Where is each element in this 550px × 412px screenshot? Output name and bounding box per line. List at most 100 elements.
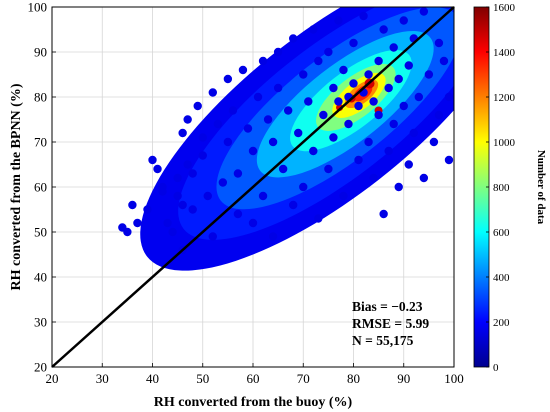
x-tick-label: 40 (146, 371, 159, 386)
y-tick-label: 60 (34, 180, 47, 195)
data-point (379, 25, 388, 34)
data-point (294, 128, 303, 138)
colorbar-tick-label: 1000 (493, 137, 516, 149)
data-point (148, 155, 157, 165)
data-point (188, 205, 197, 214)
data-point (314, 56, 323, 66)
data-point (143, 205, 152, 214)
data-point (419, 173, 429, 183)
data-point (424, 70, 434, 79)
data-point (183, 160, 192, 169)
data-point (339, 65, 348, 75)
data-point (444, 92, 454, 102)
x-axis-ticks: 20 30 40 50 60 70 80 90 100 (46, 363, 464, 386)
data-point (354, 155, 363, 165)
data-point (364, 137, 373, 147)
data-point (178, 128, 187, 138)
y-tick-label: 30 (34, 315, 47, 330)
data-point (133, 218, 142, 228)
data-point (369, 97, 378, 106)
data-point (173, 173, 182, 183)
y-tick-label: 100 (28, 0, 48, 15)
data-point (419, 7, 429, 16)
data-point (193, 101, 202, 111)
data-point (394, 182, 403, 192)
colorbar-label: Number of data (535, 150, 547, 225)
data-point (153, 164, 162, 174)
data-point (283, 106, 293, 115)
stats-annotation: Bias = −0.23 RMSE = 5.99 N = 55,175 (352, 299, 429, 348)
data-point (273, 83, 283, 93)
scatter-points (118, 7, 454, 255)
x-tick-label: 20 (46, 371, 59, 386)
y-tick-label: 70 (34, 135, 47, 150)
data-point (173, 191, 182, 201)
data-point (399, 101, 408, 111)
data-point (394, 74, 403, 84)
data-point (369, 173, 378, 183)
data-point (203, 191, 212, 201)
data-point (359, 11, 368, 21)
data-point (344, 119, 353, 129)
data-point (188, 169, 197, 178)
data-point (339, 191, 348, 201)
data-point (384, 146, 393, 156)
data-point (444, 155, 454, 165)
colorbar-tick-label: 1600 (493, 2, 516, 14)
data-point (178, 200, 187, 210)
one-to-one-line (51, 6, 455, 368)
data-point (379, 209, 388, 219)
x-tick-label: 50 (196, 371, 209, 386)
data-point (354, 101, 363, 111)
data-point (289, 34, 298, 43)
y-tick-label: 90 (34, 45, 47, 60)
data-point (278, 164, 288, 174)
data-point (319, 110, 328, 120)
data-point (273, 47, 283, 57)
data-point (128, 200, 137, 210)
data-point (324, 47, 333, 57)
x-axis-label: RH converted from the buoy (%) (154, 395, 353, 410)
data-point (439, 56, 449, 66)
x-tick-label: 80 (347, 371, 360, 386)
data-point (123, 227, 132, 237)
data-point (243, 124, 253, 133)
data-point (263, 115, 273, 124)
bias-annotation: Bias = −0.23 (352, 299, 423, 314)
data-point (213, 119, 223, 129)
x-tick-label: 90 (397, 371, 410, 386)
data-point (198, 133, 207, 142)
data-point (248, 146, 258, 156)
data-point (223, 74, 233, 84)
data-point (349, 38, 358, 48)
data-point (384, 83, 393, 93)
x-tick-label: 30 (96, 371, 109, 386)
y-tick-label: 80 (34, 90, 47, 105)
data-point (304, 97, 313, 106)
data-point (374, 56, 383, 66)
data-point (329, 133, 338, 142)
data-point (218, 178, 228, 187)
y-tick-label: 50 (34, 225, 47, 240)
colorbar-tick-label: 0 (493, 362, 499, 374)
data-point (248, 218, 258, 228)
data-point (349, 79, 358, 88)
data-point (268, 137, 278, 147)
data-point (324, 164, 333, 174)
data-point (364, 70, 373, 79)
x-tick-label: 60 (247, 371, 260, 386)
data-point (228, 106, 238, 115)
colorbar-tick-label: 200 (493, 317, 510, 329)
data-point (268, 232, 278, 241)
colorbar-tick-label: 1200 (493, 92, 516, 104)
data-point (208, 88, 217, 97)
data-point (374, 110, 383, 120)
data-point (334, 97, 343, 106)
data-point (258, 191, 268, 201)
data-point (314, 214, 323, 223)
colorbar-tick-label: 800 (493, 182, 510, 194)
data-point (389, 43, 398, 52)
data-point (299, 182, 308, 192)
colorbar-tick-label: 1400 (493, 47, 516, 59)
